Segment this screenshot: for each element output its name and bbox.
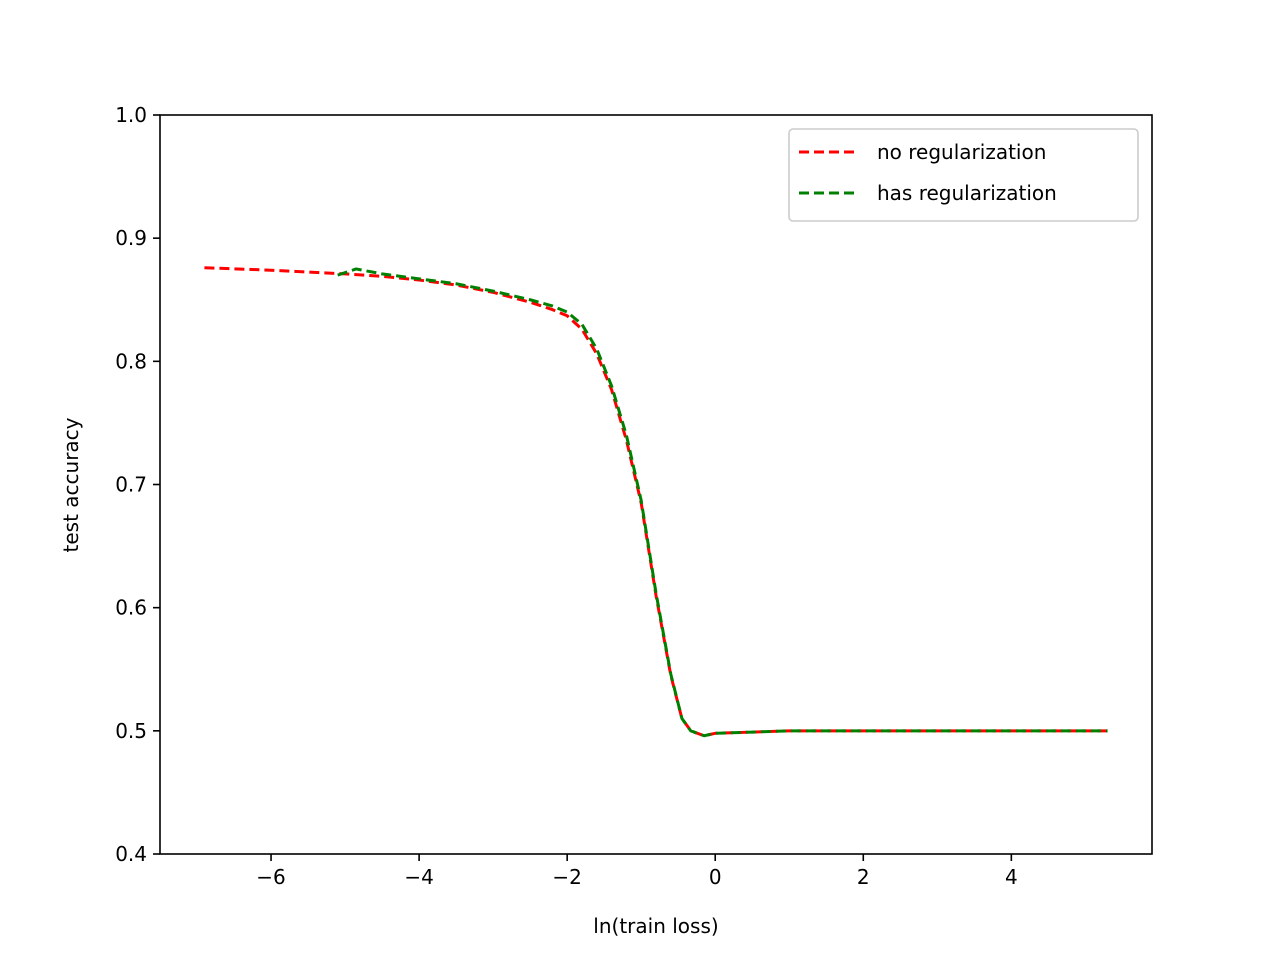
x-tick-label: 2 (857, 865, 870, 889)
y-tick-label: 0.4 (115, 842, 147, 866)
x-axis-label: ln(train loss) (593, 914, 718, 938)
legend: no regularization has regularization (788, 128, 1139, 222)
series-layer (204, 266, 1108, 738)
legend-label-has-regularization: has regularization (877, 181, 1057, 205)
y-tick-label: 0.8 (115, 349, 147, 373)
y-tick-label: 0.9 (115, 226, 147, 250)
x-tick-label: 0 (709, 865, 722, 889)
y-axis-ticks: 0.4 0.5 0.6 0.7 0.8 0.9 1.0 (115, 103, 160, 866)
x-axis-ticks: −6 −4 −2 0 2 4 (256, 854, 1018, 889)
x-tick-label: 4 (1005, 865, 1018, 889)
y-axis-label: test accuracy (59, 417, 83, 552)
legend-box (788, 128, 1139, 222)
legend-label-no-regularization: no regularization (877, 140, 1046, 164)
y-tick-label: 0.6 (115, 596, 147, 620)
y-tick-label: 0.7 (115, 473, 147, 497)
x-tick-label: −4 (404, 865, 433, 889)
x-tick-label: −2 (552, 865, 581, 889)
y-tick-label: 0.5 (115, 719, 147, 743)
x-tick-label: −6 (256, 865, 285, 889)
series-line-has-regularization (337, 267, 1108, 738)
y-tick-label: 1.0 (115, 103, 147, 127)
